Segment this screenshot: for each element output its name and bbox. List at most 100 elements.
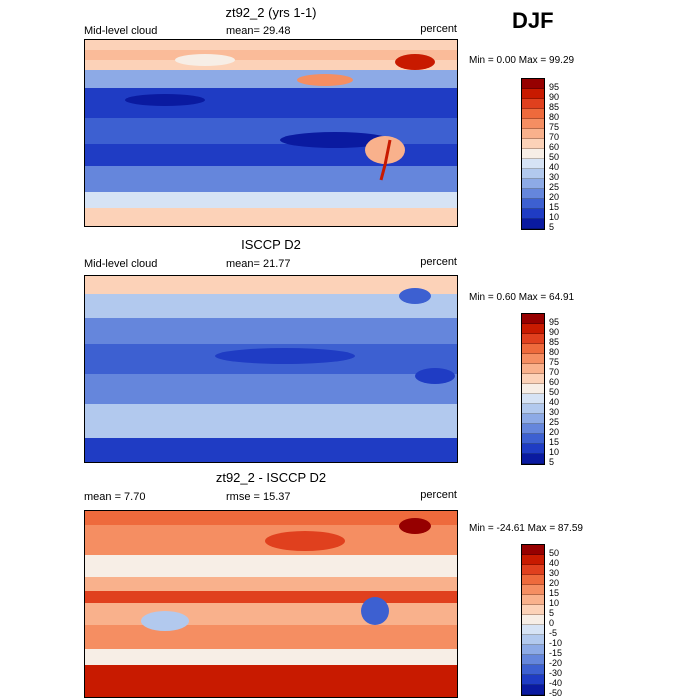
colorbar-segment xyxy=(522,344,544,354)
colorbar-segment xyxy=(522,209,544,219)
colorbar-label: -15 xyxy=(549,648,563,658)
colorbar-label: 90 xyxy=(549,327,560,337)
map-observation xyxy=(84,275,458,463)
colorbar-segment xyxy=(522,434,544,444)
colorbar-segment xyxy=(522,169,544,179)
colorbar-segment xyxy=(522,595,544,605)
map-model xyxy=(84,39,458,227)
colorbar-segment xyxy=(522,384,544,394)
colorbar-label: 80 xyxy=(549,112,560,122)
colorbar-label: 70 xyxy=(549,367,560,377)
colorbar-label: 60 xyxy=(549,142,560,152)
colorbar-segment xyxy=(522,79,544,89)
colorbar-segment xyxy=(522,374,544,384)
colorbar-label: 30 xyxy=(549,568,560,578)
colorbar xyxy=(521,544,545,696)
colorbar-label: 30 xyxy=(549,172,560,182)
colorbar-segment xyxy=(522,334,544,344)
colorbar-label: -40 xyxy=(549,678,563,688)
rmse-label: rmse = 15.37 xyxy=(226,491,291,503)
variable-label: Mid-level cloud xyxy=(84,258,158,270)
panel-title: zt92_2 (yrs 1-1) xyxy=(225,5,317,20)
colorbar-label: 75 xyxy=(549,122,560,132)
colorbar-label: 50 xyxy=(549,548,560,558)
colorbar-label: 85 xyxy=(549,337,560,347)
colorbar-label: 5 xyxy=(549,608,555,618)
colorbar-label: 40 xyxy=(549,397,560,407)
colorbar-label: 10 xyxy=(549,212,560,222)
colorbar-segment xyxy=(522,615,544,625)
colorbar-segment xyxy=(522,89,544,99)
colorbar-label: 20 xyxy=(549,192,560,202)
colorbar-label: 20 xyxy=(549,578,560,588)
colorbar-segment xyxy=(522,149,544,159)
colorbar-segment xyxy=(522,324,544,334)
colorbar xyxy=(521,313,545,465)
colorbar-label: 95 xyxy=(549,317,560,327)
colorbar-segment xyxy=(522,655,544,665)
colorbar-segment xyxy=(522,444,544,454)
colorbar-segment xyxy=(522,139,544,149)
colorbar-label: 50 xyxy=(549,152,560,162)
colorbar-segment xyxy=(522,219,544,229)
colorbar-segment xyxy=(522,199,544,209)
min-max-label: Min = -24.61 Max = 87.59 xyxy=(469,523,583,534)
colorbar-segment xyxy=(522,394,544,404)
colorbar-segment xyxy=(522,189,544,199)
colorbar-segment xyxy=(522,605,544,615)
colorbar-label: 95 xyxy=(549,82,560,92)
panel-title: ISCCP D2 xyxy=(241,237,301,252)
colorbar-segment xyxy=(522,675,544,685)
colorbar-segment xyxy=(522,109,544,119)
colorbar-segment xyxy=(522,555,544,565)
map-field xyxy=(85,40,457,226)
colorbar-segment xyxy=(522,585,544,595)
colorbar-label: -10 xyxy=(549,638,563,648)
colorbar-label: 90 xyxy=(549,92,560,102)
colorbar-segment xyxy=(522,119,544,129)
season-label: DJF xyxy=(512,8,554,33)
colorbar-label: 5 xyxy=(549,222,555,232)
colorbar-label: 50 xyxy=(549,387,560,397)
panel-title: zt92_2 - ISCCP D2 xyxy=(215,470,327,485)
colorbar-segment xyxy=(522,354,544,364)
colorbar-segment xyxy=(522,424,544,434)
colorbar-label: 15 xyxy=(549,588,560,598)
colorbar-segment xyxy=(522,685,544,695)
colorbar-segment xyxy=(522,635,544,645)
map-field xyxy=(85,276,457,462)
colorbar-label: 60 xyxy=(549,377,560,387)
colorbar-segment xyxy=(522,414,544,424)
min-max-label: Min = 0.00 Max = 99.29 xyxy=(469,55,575,66)
variable-label: Mid-level cloud xyxy=(84,25,158,37)
colorbar-label: 75 xyxy=(549,357,560,367)
colorbar-segment xyxy=(522,645,544,655)
colorbar-label: 30 xyxy=(549,407,560,417)
colorbar-label: -20 xyxy=(549,658,563,668)
colorbar-label: 40 xyxy=(549,558,560,568)
colorbar-segment xyxy=(522,159,544,169)
colorbar-label: -50 xyxy=(549,688,563,698)
mean-label: mean= 21.77 xyxy=(226,258,291,270)
colorbar-label: 40 xyxy=(549,162,560,172)
units-label: percent xyxy=(420,256,457,268)
min-max-label: Min = 0.60 Max = 64.91 xyxy=(469,292,575,303)
colorbar-label: 15 xyxy=(549,437,560,447)
colorbar-label: -30 xyxy=(549,668,563,678)
colorbar xyxy=(521,78,545,230)
colorbar-segment xyxy=(522,665,544,675)
colorbar-label: 10 xyxy=(549,598,560,608)
map-difference xyxy=(84,510,458,698)
colorbar-label: 0 xyxy=(549,618,555,628)
colorbar-label: 5 xyxy=(549,457,555,467)
colorbar-label: 20 xyxy=(549,427,560,437)
colorbar-label: 25 xyxy=(549,182,560,192)
colorbar-segment xyxy=(522,454,544,464)
colorbar-segment xyxy=(522,364,544,374)
colorbar-segment xyxy=(522,404,544,414)
colorbar-label: 70 xyxy=(549,132,560,142)
colorbar-label: -5 xyxy=(549,628,558,638)
colorbar-segment xyxy=(522,575,544,585)
colorbar-segment xyxy=(522,99,544,109)
colorbar-label: 80 xyxy=(549,347,560,357)
